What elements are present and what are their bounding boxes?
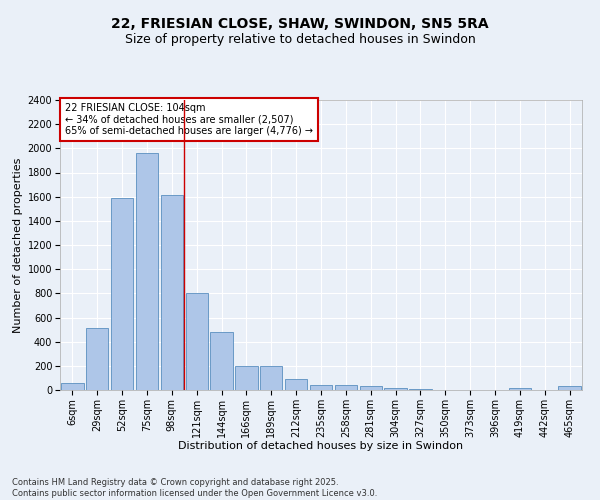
Bar [260, 366, 283, 390]
Y-axis label: Number of detached properties: Number of detached properties [13, 158, 23, 332]
Text: Contains HM Land Registry data © Crown copyright and database right 2025.
Contai: Contains HM Land Registry data © Crown c… [12, 478, 377, 498]
Bar [235, 366, 257, 390]
Bar [185, 294, 208, 390]
Text: Size of property relative to detached houses in Swindon: Size of property relative to detached ho… [125, 32, 475, 46]
Text: 22 FRIESIAN CLOSE: 104sqm
← 34% of detached houses are smaller (2,507)
65% of se: 22 FRIESIAN CLOSE: 104sqm ← 34% of detac… [65, 103, 313, 136]
Bar [509, 388, 531, 390]
Text: 22, FRIESIAN CLOSE, SHAW, SWINDON, SN5 5RA: 22, FRIESIAN CLOSE, SHAW, SWINDON, SN5 5… [111, 18, 489, 32]
Bar [61, 384, 83, 390]
Bar [161, 196, 183, 390]
Bar [559, 386, 581, 390]
Bar [211, 332, 233, 390]
Bar [136, 153, 158, 390]
Bar [285, 379, 307, 390]
Bar [310, 384, 332, 390]
Bar [335, 385, 357, 390]
Bar [86, 328, 109, 390]
Bar [359, 386, 382, 390]
X-axis label: Distribution of detached houses by size in Swindon: Distribution of detached houses by size … [178, 441, 464, 451]
Bar [385, 388, 407, 390]
Bar [111, 198, 133, 390]
Bar [409, 389, 431, 390]
